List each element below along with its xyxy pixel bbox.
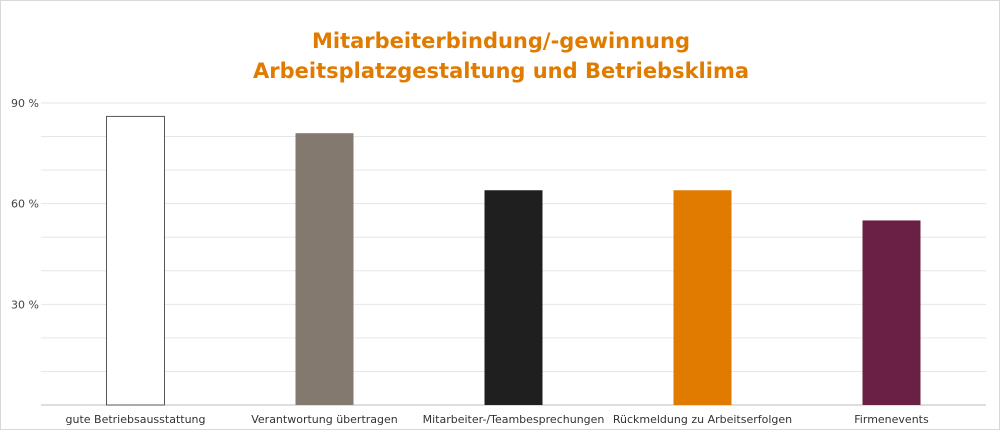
category-label: Verantwortung übertragen — [251, 413, 398, 426]
chart-title-line-1: Mitarbeiterbindung/-gewinnung — [311, 29, 690, 53]
category-label: Rückmeldung zu Arbeitserfolgen — [613, 413, 792, 426]
y-tick-label: 90 % — [11, 97, 39, 110]
y-tick-label: 60 % — [11, 198, 39, 211]
y-tick-label: 30 % — [11, 298, 39, 311]
bar — [673, 190, 732, 405]
bar — [484, 190, 543, 405]
category-label: Mitarbeiter-/Teambesprechungen — [423, 413, 605, 426]
category-label: gute Betriebsausstattung — [66, 413, 206, 426]
chart-title-line-2: Arbeitsplatzgestaltung und Betriebsklima — [252, 59, 750, 83]
bar — [862, 220, 921, 405]
category-label: Firmenevents — [854, 413, 929, 426]
bar — [106, 115, 165, 406]
bar — [295, 133, 354, 405]
